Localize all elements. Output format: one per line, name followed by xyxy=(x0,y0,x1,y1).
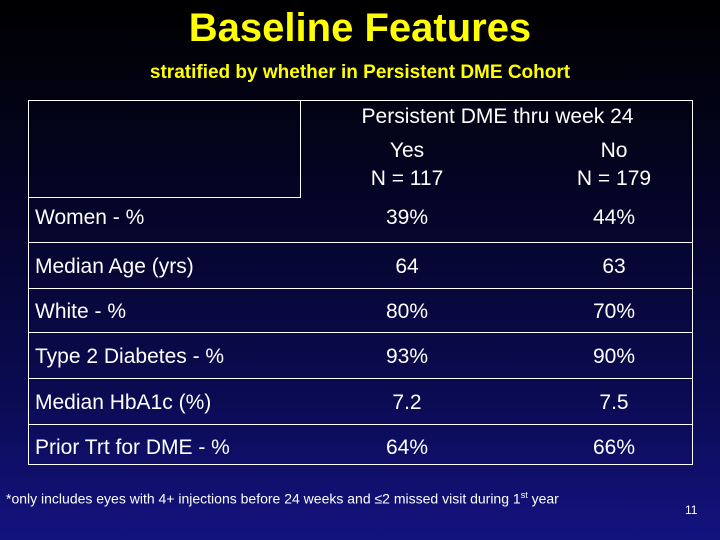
column-no-n: N = 179 xyxy=(576,167,652,190)
cell-prior-trt-no: 66% xyxy=(592,436,636,459)
empty-header-cell xyxy=(29,101,301,198)
cell-median-age-no: 63 xyxy=(602,255,626,278)
column-yes-label: Yes xyxy=(389,139,425,162)
baseline-table: Persistent DME thru week 24 Yes N = 117 … xyxy=(28,100,693,465)
column-header-no: No N = 179 xyxy=(519,137,709,193)
footnote: *only includes eyes with 4+ injections b… xyxy=(6,490,559,507)
slide-subtitle: stratified by whether in Persistent DME … xyxy=(149,62,571,83)
cell-median-hba1c-no: 7.5 xyxy=(599,391,629,414)
footnote-text: *only includes eyes with 4+ injections b… xyxy=(6,490,521,507)
footnote-text-end: year xyxy=(527,490,559,507)
cell-median-hba1c-yes: 7.2 xyxy=(392,391,422,414)
row-label-white: White - % xyxy=(35,300,127,323)
cell-women-yes: 39% xyxy=(385,206,429,229)
row-divider xyxy=(29,424,692,425)
cell-prior-trt-yes: 64% xyxy=(385,436,429,459)
row-label-median-hba1c: Median HbA1c (%) xyxy=(35,391,212,414)
cell-type2-diabetes-no: 90% xyxy=(592,345,636,368)
footnote-superscript: st xyxy=(520,490,528,500)
cell-white-no: 70% xyxy=(592,300,636,323)
row-label-median-age: Median Age (yrs) xyxy=(35,255,194,278)
row-divider xyxy=(29,378,692,379)
row-divider xyxy=(29,288,692,289)
row-divider xyxy=(29,242,692,243)
cell-type2-diabetes-yes: 93% xyxy=(385,345,429,368)
table-group-header: Persistent DME thru week 24 xyxy=(361,105,634,128)
column-header-yes: Yes N = 117 xyxy=(317,137,497,193)
column-yes-n: N = 117 xyxy=(370,167,444,190)
page-number: 11 xyxy=(685,503,698,517)
row-divider xyxy=(29,332,692,333)
row-label-type2-diabetes: Type 2 Diabetes - % xyxy=(35,345,225,368)
row-label-women: Women - % xyxy=(35,206,145,229)
cell-median-age-yes: 64 xyxy=(395,255,419,278)
slide-title: Baseline Features xyxy=(188,6,532,50)
cell-women-no: 44% xyxy=(592,206,636,229)
row-label-prior-trt: Prior Trt for DME - % xyxy=(35,436,230,459)
column-no-label: No xyxy=(600,139,628,162)
cell-white-yes: 80% xyxy=(385,300,429,323)
